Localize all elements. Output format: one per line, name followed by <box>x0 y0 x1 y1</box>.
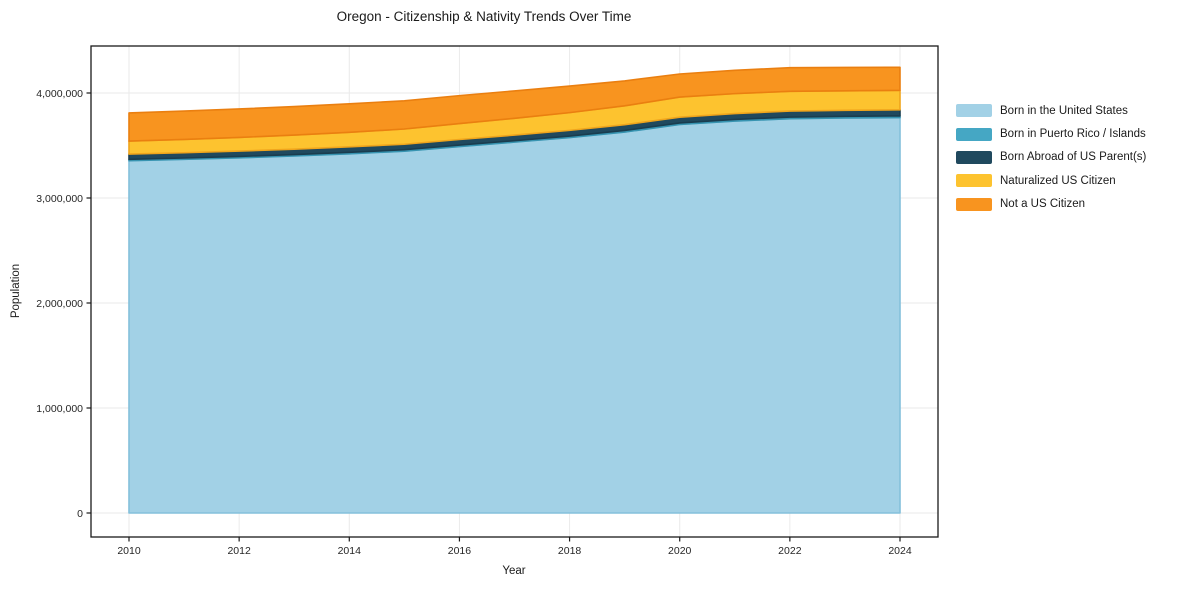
area-series-0 <box>128 116 901 514</box>
x-tick-label: 2012 <box>227 545 251 557</box>
legend-item-4: Not a US Citizen <box>956 193 1146 216</box>
x-axis-label: Year <box>502 565 526 577</box>
y-tick-label: 1,000,000 <box>36 403 83 415</box>
x-tick-label: 2010 <box>117 545 141 557</box>
legend: Born in the United States Born in Puerto … <box>956 99 1146 216</box>
area-series-4 <box>128 66 901 142</box>
chart-title: Oregon - Citizenship & Nativity Trends O… <box>336 9 632 24</box>
x-tick-label: 2014 <box>338 545 362 557</box>
y-tick-label: 2,000,000 <box>36 298 83 310</box>
legend-swatch-icon <box>956 127 992 141</box>
legend-swatch-icon <box>956 104 992 118</box>
legend-item-0: Born in the United States <box>956 99 1146 122</box>
legend-swatch-icon <box>956 150 992 164</box>
legend-swatch-icon <box>956 197 992 211</box>
legend-item-3: Naturalized US Citizen <box>956 169 1146 192</box>
legend-label: Born Abroad of US Parent(s) <box>1000 151 1147 164</box>
y-tick-label: 4,000,000 <box>36 88 83 100</box>
x-tick-label: 2016 <box>448 545 472 557</box>
x-tick-label: 2024 <box>888 545 912 557</box>
legend-swatch-icon <box>956 174 992 188</box>
x-tick-label: 2022 <box>778 545 802 557</box>
legend-item-2: Born Abroad of US Parent(s) <box>956 146 1146 169</box>
legend-label: Born in Puerto Rico / Islands <box>1000 128 1146 141</box>
legend-label: Born in the United States <box>1000 104 1128 117</box>
y-tick-label: 0 <box>77 508 83 520</box>
x-tick-label: 2020 <box>668 545 692 557</box>
legend-label: Not a US Citizen <box>1000 198 1086 211</box>
y-tick-label: 3,000,000 <box>36 193 83 205</box>
legend-label: Naturalized US Citizen <box>1000 174 1116 187</box>
plot-border <box>90 45 939 538</box>
legend-item-1: Born in Puerto Rico / Islands <box>956 122 1146 145</box>
y-axis-label: Population <box>10 263 22 319</box>
x-tick-label: 2018 <box>558 545 582 557</box>
